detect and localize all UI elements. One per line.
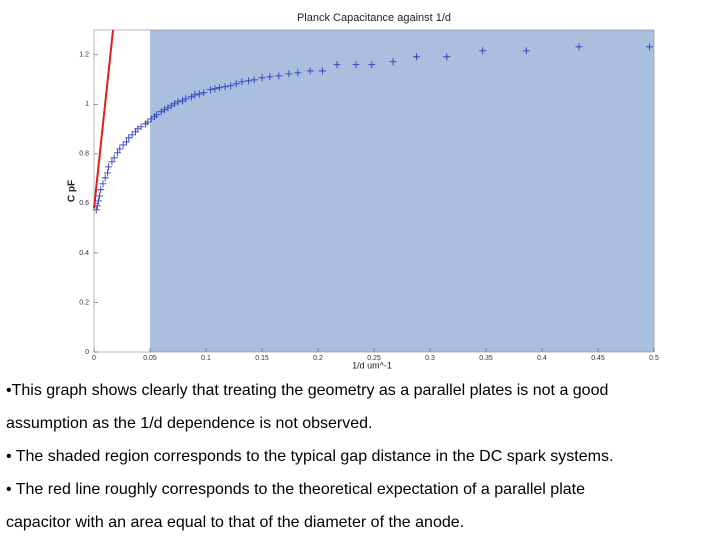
data-point (105, 163, 113, 171)
x-tick-label: 0.1 (201, 355, 211, 362)
data-point (195, 90, 203, 98)
data-point (200, 89, 208, 97)
data-point (479, 47, 487, 55)
data-point (99, 180, 107, 188)
y-tick-label: 0 (85, 349, 89, 356)
data-point (258, 74, 266, 82)
x-tick-label: 0.3 (425, 355, 435, 362)
data-point (93, 202, 101, 210)
data-point (389, 58, 397, 66)
x-tick-label: 0.35 (479, 355, 493, 362)
shaded-region (150, 30, 654, 352)
data-point (142, 120, 150, 128)
data-point (101, 174, 109, 182)
data-point (646, 43, 654, 51)
data-point (221, 83, 229, 91)
data-point (227, 82, 235, 90)
chart: Planck Capacitance against 1/d 1/d um^-1… (67, 12, 659, 370)
data-point (94, 197, 102, 205)
y-tick-label: 0.8 (79, 151, 89, 158)
data-point (245, 77, 253, 85)
data-point (306, 67, 314, 75)
data-point (131, 128, 139, 136)
x-tick-label: 0.45 (591, 355, 605, 362)
y-tick-label: 0.4 (79, 250, 89, 257)
data-point (266, 73, 274, 81)
data-point (413, 53, 421, 61)
y-tick-label: 1 (85, 101, 89, 108)
data-point (211, 85, 219, 93)
data-point (318, 67, 326, 75)
y-tick-label: 1.2 (79, 52, 89, 59)
reference-line (93, 29, 115, 209)
data-point (333, 61, 341, 69)
x-tick-label: 0.05 (143, 355, 157, 362)
data-point (522, 47, 530, 55)
data-point (238, 78, 246, 86)
data-point (147, 115, 155, 123)
data-point (206, 86, 214, 94)
x-tick-label: 0.5 (649, 355, 659, 362)
bullet: • The red line roughly corresponds to th… (6, 481, 585, 531)
data-point (108, 158, 116, 166)
data-point (285, 70, 293, 78)
data-point (352, 61, 360, 69)
data-point (92, 206, 100, 214)
data-point (122, 138, 130, 146)
bullet: • The shaded region corresponds to the t… (6, 448, 614, 465)
data-point (114, 149, 122, 157)
x-tick-label: 0.15 (255, 355, 269, 362)
data-point (137, 123, 145, 131)
data-point (110, 154, 118, 162)
data-point (116, 145, 124, 153)
data-point (157, 108, 165, 116)
y-tick-label: 0.2 (79, 299, 89, 306)
x-tick-label: 0.4 (537, 355, 547, 362)
data-point (232, 80, 240, 88)
data-point (294, 69, 302, 77)
data-point (250, 76, 258, 84)
data-point (187, 93, 195, 101)
data-point (368, 61, 376, 69)
x-tick-label: 0.2 (313, 355, 323, 362)
data-point (275, 72, 283, 80)
bullet-list: •This graph shows clearly that treating … (6, 374, 636, 539)
bullet: •This graph shows clearly that treating … (6, 382, 609, 432)
x-tick-label: 0 (92, 355, 96, 362)
data-point (575, 43, 583, 51)
data-point (443, 53, 451, 61)
data-point (97, 186, 105, 194)
data-point (125, 134, 133, 142)
x-tick-label: 0.25 (367, 355, 381, 362)
data-point (178, 97, 186, 105)
data-point (215, 84, 223, 92)
y-tick-label: 0.6 (79, 200, 89, 207)
y-axis-label: C pF (67, 180, 78, 202)
data-point (119, 141, 127, 149)
data-point (96, 192, 104, 200)
chart-title: Planck Capacitance against 1/d (297, 12, 451, 24)
x-axis-label: 1/d um^-1 (352, 360, 392, 370)
data-point (128, 131, 136, 139)
data-point (103, 169, 111, 177)
